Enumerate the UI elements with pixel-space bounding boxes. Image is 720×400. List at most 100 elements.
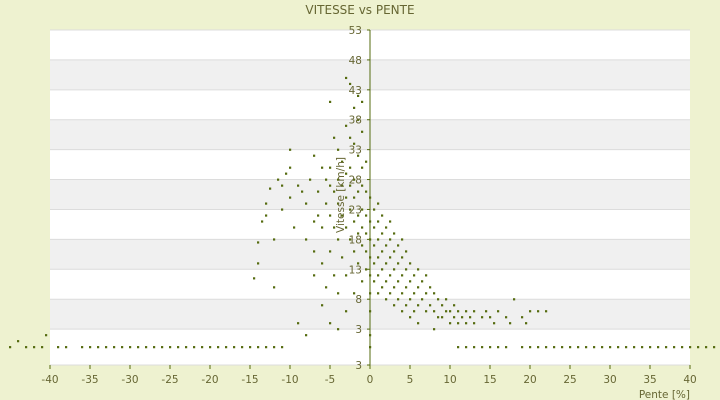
data-point	[329, 100, 332, 103]
data-point	[321, 166, 324, 169]
data-point	[481, 346, 484, 349]
data-point	[401, 292, 404, 295]
data-point	[465, 310, 468, 313]
data-point	[381, 214, 384, 217]
data-point	[333, 190, 336, 193]
data-point	[609, 346, 612, 349]
y-tick-label: 53	[349, 25, 362, 37]
data-point	[361, 100, 364, 103]
data-point	[497, 310, 500, 313]
data-point	[625, 346, 628, 349]
data-point	[365, 214, 368, 217]
data-point	[509, 322, 512, 325]
y-tick-label: 3	[355, 360, 362, 372]
data-point	[493, 322, 496, 325]
data-point	[485, 310, 488, 313]
data-point	[413, 310, 416, 313]
data-point	[349, 208, 352, 211]
data-point	[33, 346, 36, 349]
data-point	[17, 340, 20, 343]
data-point	[329, 214, 332, 217]
data-point	[697, 346, 700, 349]
data-point	[257, 346, 260, 349]
x-tick-label: 15	[483, 374, 496, 386]
data-point	[361, 226, 364, 229]
x-tick-label: -5	[325, 374, 335, 386]
data-point	[377, 202, 380, 205]
data-point	[713, 346, 716, 349]
data-point	[317, 214, 320, 217]
x-axis-title: Pente [%]	[639, 389, 690, 400]
data-point	[353, 250, 356, 253]
data-point	[641, 346, 644, 349]
data-point	[297, 184, 300, 187]
data-point	[353, 220, 356, 223]
data-point	[325, 286, 328, 289]
x-tick-label: 10	[443, 374, 456, 386]
data-point	[393, 250, 396, 253]
data-point	[357, 262, 360, 265]
data-point	[345, 172, 348, 175]
data-point	[249, 346, 252, 349]
data-point	[201, 346, 204, 349]
data-point	[365, 268, 368, 271]
data-point	[397, 244, 400, 247]
data-point	[81, 346, 84, 349]
data-point	[349, 238, 352, 241]
data-point	[333, 226, 336, 229]
data-point	[389, 238, 392, 241]
data-point	[389, 292, 392, 295]
data-point	[325, 202, 328, 205]
data-point	[65, 346, 68, 349]
data-point	[277, 178, 280, 181]
data-point	[409, 262, 412, 265]
data-point	[569, 346, 572, 349]
data-point	[409, 316, 412, 319]
data-point	[401, 310, 404, 313]
data-point	[137, 346, 140, 349]
data-point	[281, 208, 284, 211]
data-point	[657, 346, 660, 349]
data-point	[673, 346, 676, 349]
data-point	[689, 346, 692, 349]
data-point	[465, 346, 468, 349]
data-point	[381, 286, 384, 289]
data-point	[145, 346, 148, 349]
data-point	[545, 310, 548, 313]
data-point	[357, 190, 360, 193]
data-point	[405, 286, 408, 289]
data-point	[441, 304, 444, 307]
data-point	[41, 346, 44, 349]
data-point	[345, 274, 348, 277]
data-point	[393, 304, 396, 307]
data-point	[489, 316, 492, 319]
data-point	[313, 250, 316, 253]
data-point	[281, 346, 284, 349]
data-point	[357, 154, 360, 157]
data-point	[453, 316, 456, 319]
data-point	[433, 292, 436, 295]
data-point	[413, 292, 416, 295]
data-point	[397, 298, 400, 301]
y-tick-label: 8	[355, 294, 362, 306]
data-point	[373, 244, 376, 247]
x-tick-label: 25	[563, 374, 576, 386]
data-point	[433, 310, 436, 313]
data-point	[261, 220, 264, 223]
data-point	[561, 346, 564, 349]
y-tick-label: 48	[349, 55, 362, 67]
data-point	[297, 322, 300, 325]
data-point	[409, 298, 412, 301]
y-tick-label: 43	[349, 85, 362, 97]
data-point	[309, 178, 312, 181]
x-tick-label: -20	[201, 374, 218, 386]
data-point	[321, 262, 324, 265]
data-point	[521, 346, 524, 349]
data-point	[241, 346, 244, 349]
data-point	[365, 190, 368, 193]
data-point	[385, 298, 388, 301]
data-point	[177, 346, 180, 349]
data-point	[345, 226, 348, 229]
data-point	[381, 268, 384, 271]
data-point	[333, 274, 336, 277]
